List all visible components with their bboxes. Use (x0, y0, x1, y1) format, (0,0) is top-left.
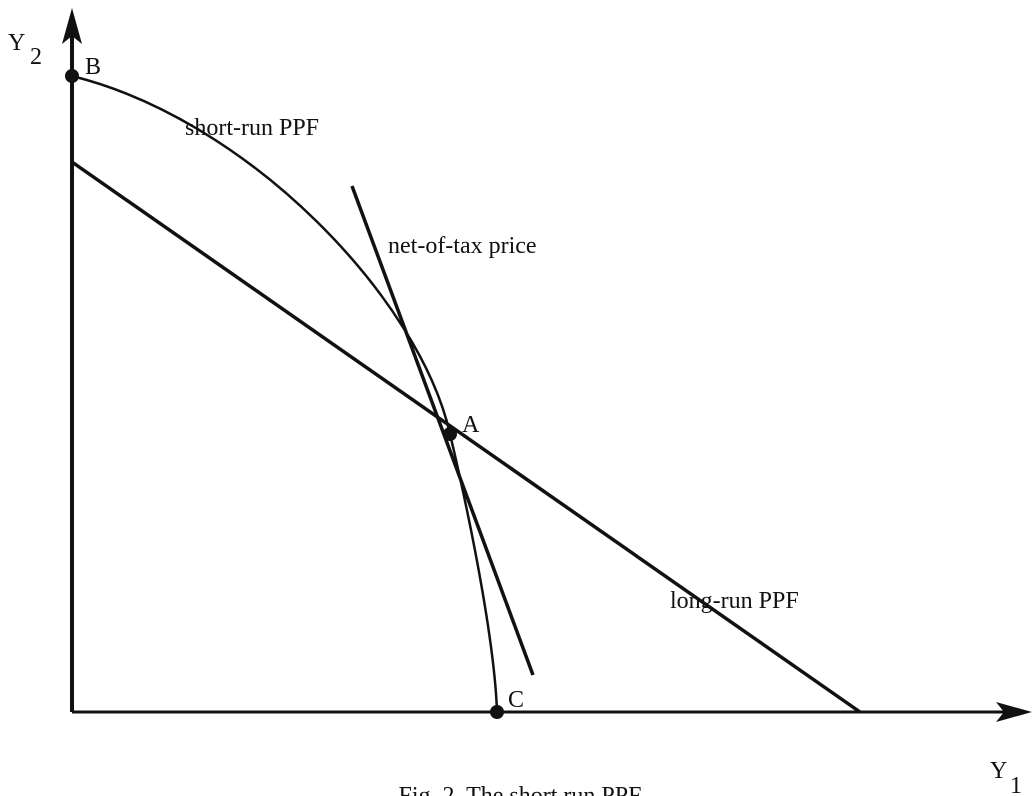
point-b (65, 69, 79, 83)
x-axis-label: Y (990, 758, 1007, 784)
caption: Fig. 2. The short run PPF (399, 783, 642, 796)
y-axis-arrow (62, 8, 82, 44)
point-a-label: A (462, 412, 480, 438)
short-run-ppf-curve (71, 74, 499, 713)
long-run-ppf-line (70, 160, 862, 714)
point-c-label: C (508, 687, 524, 713)
point-b-label: B (85, 54, 101, 80)
short-run-ppf-label: short-run PPF (185, 115, 319, 141)
price-label: net-of-tax price (388, 233, 537, 259)
y-axis-label: Y (8, 30, 25, 56)
x-axis-arrow (996, 702, 1032, 722)
long-run-ppf-label: long-run PPF (670, 588, 799, 614)
price-line (350, 185, 535, 676)
x-axis-subscript: 1 (1010, 773, 1022, 796)
y-axis-subscript: 2 (30, 44, 42, 70)
point-c (490, 705, 504, 719)
point-a (443, 427, 457, 441)
